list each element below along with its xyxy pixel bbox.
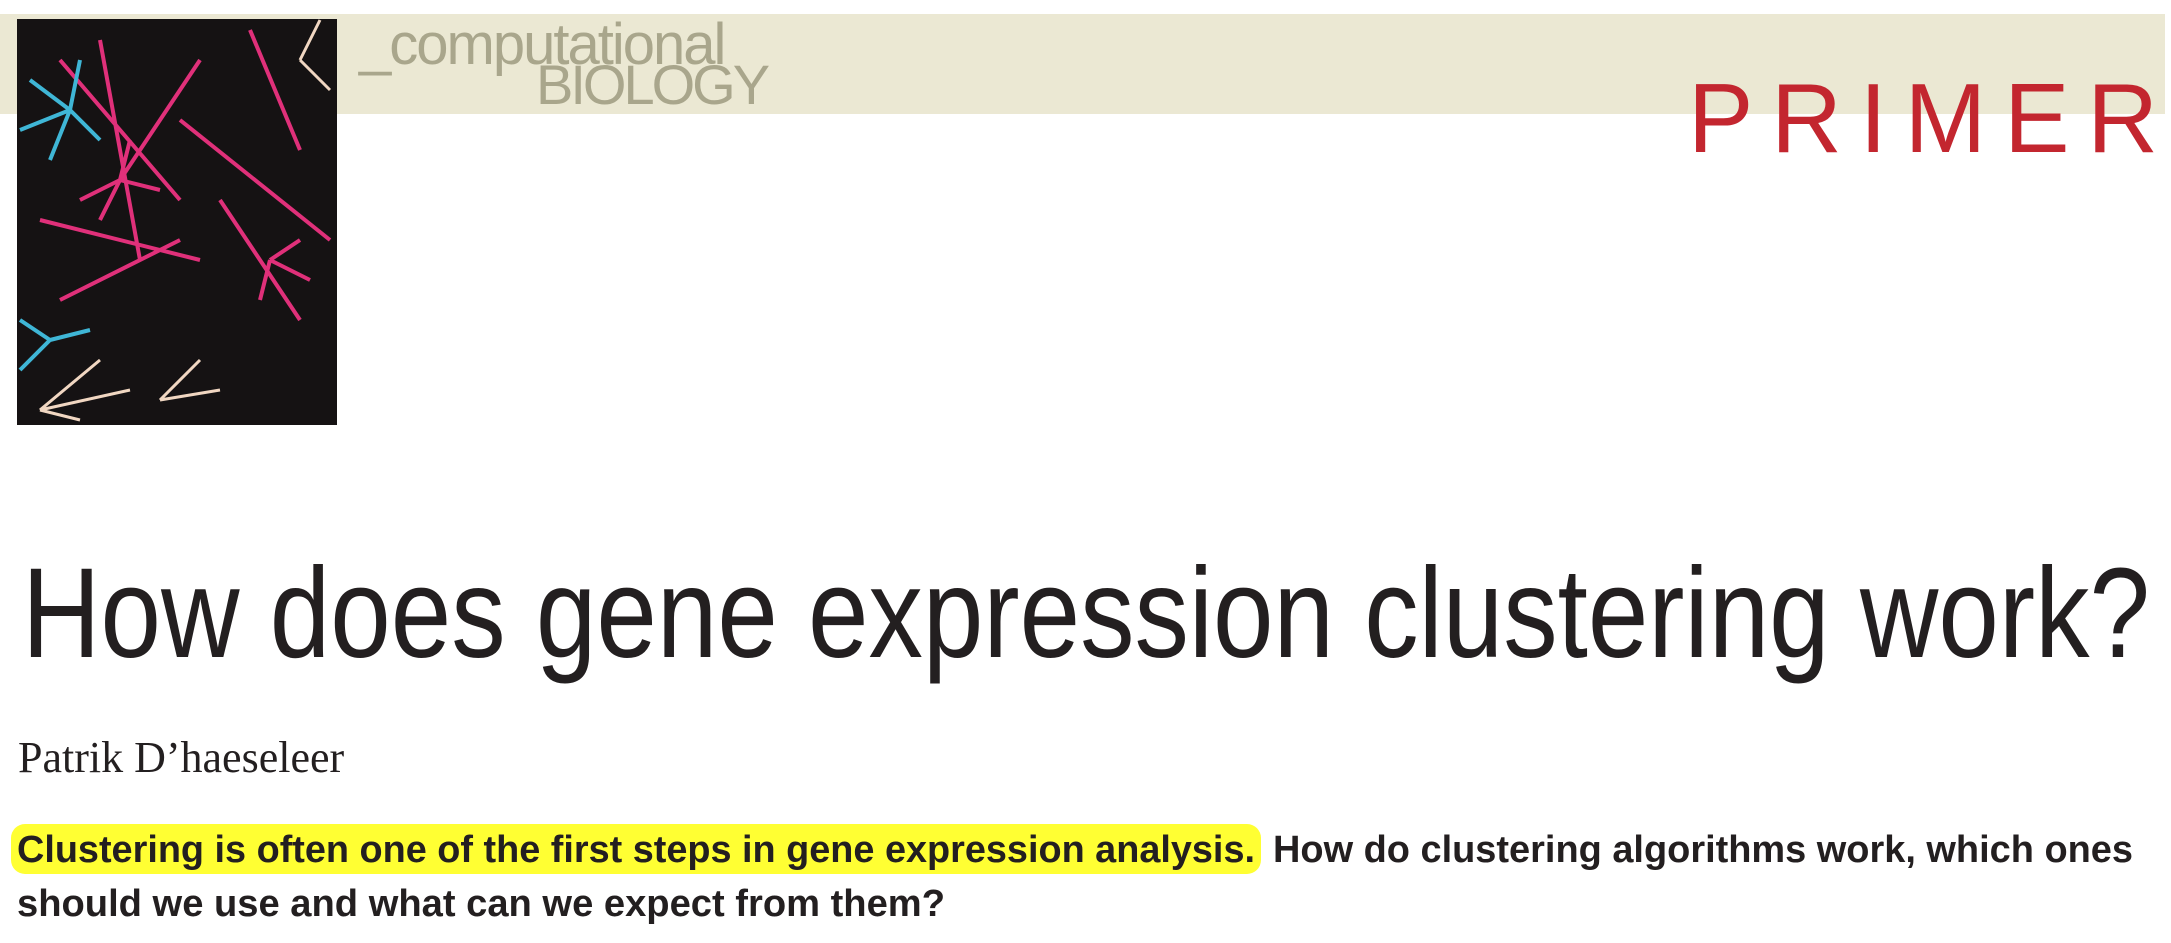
author: Patrik D’haeseleer [18,733,345,782]
abstract-highlighted: Clustering is often one of the first ste… [17,829,1255,871]
section-prefix: _computational [358,12,724,77]
header-band [0,14,2165,114]
highlight [11,824,1261,874]
abstract-text: How do clustering algorithms work, which… [1273,829,2133,871]
cover-image [17,19,337,425]
section-name: BIOLOGY [536,53,770,116]
article-title: How does gene expression clustering work… [22,542,2150,685]
abstract-text: should we use and what can we expect fro… [17,883,945,925]
